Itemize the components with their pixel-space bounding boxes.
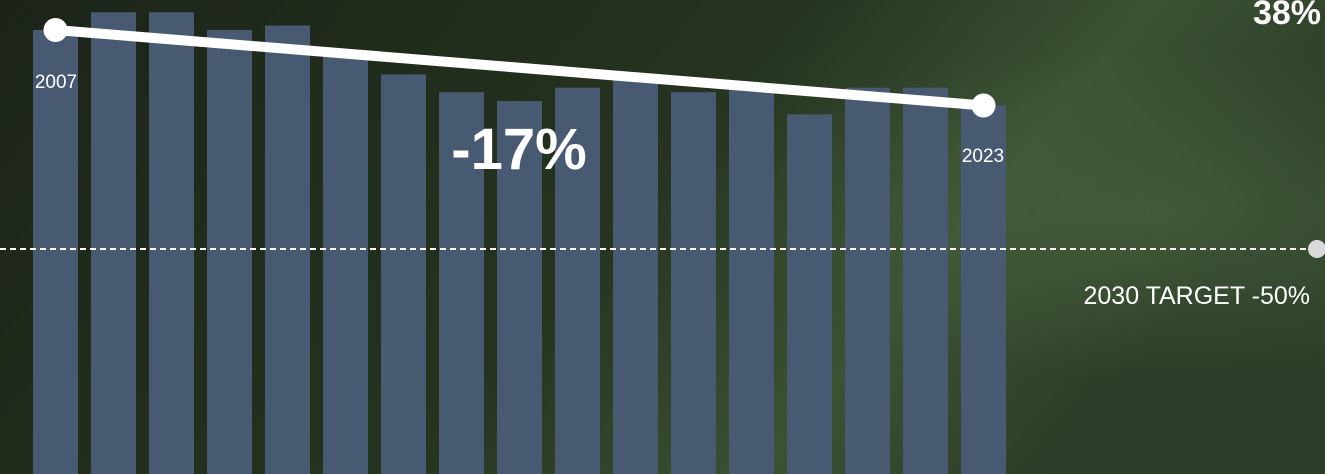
bar-2010	[207, 30, 252, 474]
bar-2017	[613, 74, 658, 474]
bar-2009	[149, 12, 194, 474]
bar-2014	[439, 92, 484, 474]
target-label: 2030 TARGET -50%	[1083, 282, 1310, 310]
trend-series	[43, 18, 996, 118]
bar-2013	[381, 74, 426, 474]
bar-2007	[33, 30, 78, 474]
start-year-label: 2007	[35, 72, 77, 93]
trend-change-label: -17%	[451, 117, 586, 182]
bar-2016	[555, 87, 600, 474]
bar-2021	[845, 87, 890, 474]
bar-2022	[903, 87, 948, 474]
bar-series	[33, 12, 1006, 474]
trend-point-2007	[43, 18, 68, 42]
trend-line	[50, 25, 989, 111]
bar-2012	[323, 56, 368, 474]
bar-2018	[671, 92, 716, 474]
target-line-end-marker	[1308, 240, 1325, 258]
trend-point-2023	[971, 93, 996, 118]
bar-2020	[787, 114, 832, 474]
bar-2019	[729, 87, 774, 474]
headline-percent: 38%	[1253, 0, 1321, 32]
bar-2008	[91, 12, 136, 474]
bar-2015	[497, 101, 542, 474]
bar-2023	[961, 105, 1006, 474]
end-year-label: 2023	[962, 146, 1004, 167]
